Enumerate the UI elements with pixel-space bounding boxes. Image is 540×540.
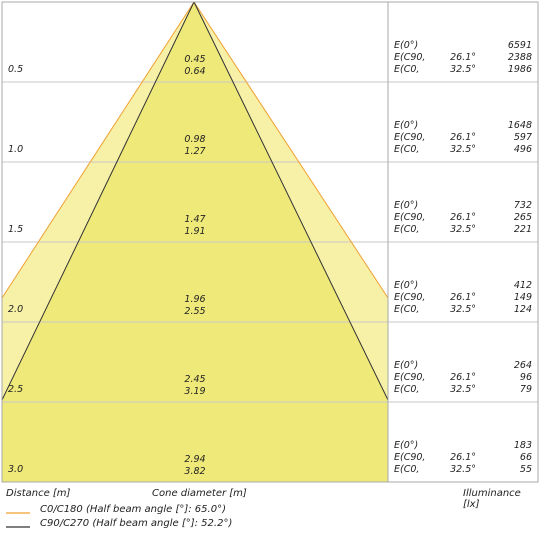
illuminance-value: 55: [520, 464, 532, 475]
illuminance-angle: 26.1°: [450, 132, 476, 143]
illuminance-label: E(0°): [394, 40, 418, 51]
illuminance-label: E(0°): [394, 120, 418, 131]
cone-diameter-c90: 2.55: [184, 306, 205, 317]
distance-value: 0.5: [8, 64, 23, 75]
illuminance-label: E(C90,: [394, 372, 425, 383]
illuminance-value: 79: [520, 384, 532, 395]
diagram-frame: [1, 1, 539, 483]
distance-value: 1.5: [8, 224, 23, 235]
illuminance-value: 149: [514, 292, 532, 303]
cone-diameter-c0: 1.96: [184, 294, 205, 305]
cone-diameter-c0: 0.98: [184, 134, 205, 145]
illuminance-value: 6591: [508, 40, 532, 51]
illuminance-label: E(C0,: [394, 464, 419, 475]
cone-diameter-c90: 1.27: [184, 146, 205, 157]
illuminance-value: 96: [520, 372, 532, 383]
cone-diameter-c90: 3.19: [184, 386, 205, 397]
illuminance-label: E(C90,: [394, 132, 425, 143]
distance-value: 1.0: [8, 144, 23, 155]
legend-c0-label: C0/C180 (Half beam angle [°]: 65.0°): [40, 504, 226, 515]
illuminance-angle: 26.1°: [450, 52, 476, 63]
illuminance-angle: 32.5°: [450, 384, 476, 395]
illuminance-value: 1648: [508, 120, 532, 131]
cone-diameter-axis-label: Cone diameter [m]: [152, 488, 247, 499]
illuminance-value: 732: [514, 200, 532, 211]
legend-c0-swatch: [6, 512, 30, 514]
c90-beam-edge-right: [193, 1, 389, 401]
cone-diameter-c90: 3.82: [184, 466, 205, 477]
illuminance-value: 1986: [508, 64, 532, 75]
illuminance-value: 496: [514, 144, 532, 155]
illuminance-label: E(C90,: [394, 212, 425, 223]
illuminance-angle: 32.5°: [450, 464, 476, 475]
illuminance-value: 221: [514, 224, 532, 235]
illuminance-angle: 26.1°: [450, 372, 476, 383]
illuminance-angle: 32.5°: [450, 224, 476, 235]
illuminance-label: E(0°): [394, 440, 418, 451]
illuminance-label: E(0°): [394, 280, 418, 291]
legend-c90-label: C90/C270 (Half beam angle [°]: 52.2°): [40, 518, 233, 529]
c0-beam-edge-right: [193, 1, 389, 299]
illuminance-angle: 26.1°: [450, 292, 476, 303]
illuminance-value: 2388: [508, 52, 532, 63]
illuminance-label: E(0°): [394, 360, 418, 371]
cone-diameter-c0: 2.94: [184, 454, 205, 465]
distance-value: 2.0: [8, 304, 23, 315]
illuminance-value: 124: [514, 304, 532, 315]
distance-value: 2.5: [8, 384, 23, 395]
illuminance-angle: 26.1°: [450, 212, 476, 223]
illuminance-value: 264: [514, 360, 532, 371]
illuminance-angle: 32.5°: [450, 144, 476, 155]
row-labels: 0.5 0.450.64 E(0°) 6591 E(C90, 26.1° 2388 E(C0,…: [8, 40, 532, 477]
illuminance-angle: 32.5°: [450, 304, 476, 315]
illuminance-value: 597: [514, 132, 532, 143]
illuminance-value: 265: [514, 212, 532, 223]
illuminance-value: 66: [520, 452, 532, 463]
illuminance-label: E(C0,: [394, 64, 419, 75]
illuminance-angle: 32.5°: [450, 64, 476, 75]
illuminance-label: E(C0,: [394, 224, 419, 235]
illuminance-label: E(C90,: [394, 52, 425, 63]
cone-diameter-c0: 0.45: [184, 54, 205, 65]
c90-beam-edge-left: [1, 1, 195, 401]
cone-diameter-c90: 1.91: [184, 226, 205, 237]
illuminance-label: E(C0,: [394, 384, 419, 395]
illuminance-value: 183: [514, 440, 532, 451]
illuminance-label: E(C0,: [394, 144, 419, 155]
cone-diameter-c0: 2.45: [184, 374, 205, 385]
distance-value: 3.0: [8, 464, 23, 475]
illuminance-value: 412: [514, 280, 532, 291]
illuminance-label: E(C0,: [394, 304, 419, 315]
illuminance-label: E(0°): [394, 200, 418, 211]
illuminance-label: E(C90,: [394, 452, 425, 463]
illuminance-axis-label: Illuminance [lx]: [463, 488, 521, 510]
cone-diameter-c0: 1.47: [184, 214, 205, 225]
illuminance-angle: 26.1°: [450, 452, 476, 463]
distance-axis-label: Distance [m]: [6, 488, 71, 499]
c0-beam-edge-left: [1, 1, 195, 299]
illuminance-label: E(C90,: [394, 292, 425, 303]
grid-lines: [2, 81, 538, 403]
legend-c90-swatch: [6, 526, 30, 528]
cone-diameter-c90: 0.64: [184, 66, 205, 77]
